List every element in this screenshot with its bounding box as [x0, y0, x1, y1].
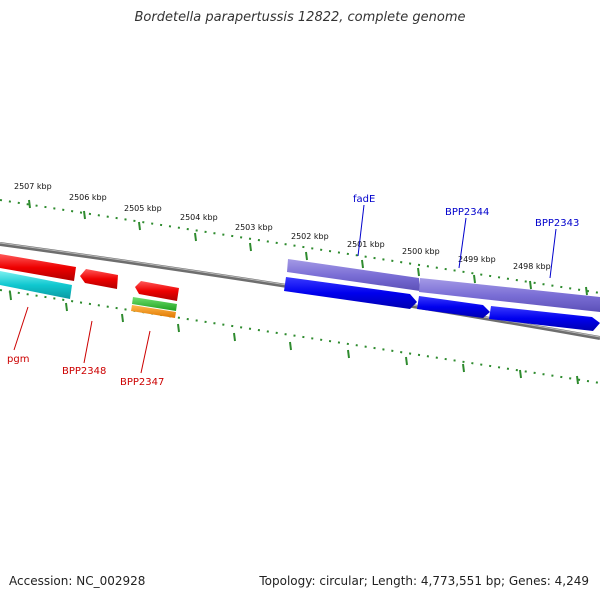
scale-label: 2499 kbp [458, 255, 496, 264]
scale-label: 2500 kbp [402, 247, 440, 256]
major-tick [519, 369, 522, 379]
major-tick [28, 199, 31, 209]
major-tick [417, 267, 420, 277]
gene-label-bpp2348[interactable]: BPP2348 [62, 366, 106, 377]
major-tick [194, 232, 197, 242]
gene-feature-fade[interactable] [284, 277, 417, 309]
major-tick [249, 242, 252, 252]
label-leaders [13, 204, 557, 374]
gene-label-bpp2343[interactable]: BPP2343 [535, 218, 579, 229]
reverse-genes [0, 254, 179, 318]
scale-label: 2501 kbp [347, 240, 385, 249]
lower-tick-track [0, 289, 600, 385]
scale-label: 2504 kbp [180, 213, 218, 222]
gene-feature-purple-band[interactable] [419, 278, 600, 312]
gene-feature-bpp2343[interactable] [489, 306, 600, 331]
major-tick [576, 375, 579, 385]
accession-text: Accession: NC_002928 [9, 574, 146, 588]
major-tick [361, 259, 364, 269]
major-tick [585, 286, 588, 296]
gene-feature-cyan[interactable] [0, 271, 72, 299]
scale-labels: 2507 kbp 2506 kbp 2505 kbp 2504 kbp 2503… [14, 182, 551, 271]
gene-feature-green[interactable] [132, 297, 177, 311]
gene-feature-orange[interactable] [131, 305, 176, 318]
major-tick [9, 291, 12, 301]
upper-tick-track [0, 199, 600, 296]
major-tick [121, 313, 124, 323]
major-tick [233, 332, 236, 342]
scale-label: 2498 kbp [513, 262, 551, 271]
gene-feature-fade-band[interactable] [287, 259, 420, 291]
map-title: Bordetella parapertussis 12822, complete… [134, 10, 466, 25]
gene-feature-bpp2348[interactable] [80, 269, 118, 289]
major-tick [473, 274, 476, 284]
major-tick [529, 280, 532, 290]
forward-genes [284, 259, 600, 331]
scale-label: 2503 kbp [235, 223, 273, 232]
gene-label-pgm[interactable]: pgm [7, 354, 29, 365]
major-tick [83, 210, 86, 220]
major-tick [138, 221, 141, 231]
gene-feature-bpp2344[interactable] [417, 296, 490, 318]
scale-label: 2507 kbp [14, 182, 52, 191]
major-tick [462, 363, 465, 373]
gene-label-fade[interactable]: fadE [353, 194, 375, 205]
major-tick [177, 323, 180, 333]
gene-feature-red[interactable] [0, 254, 76, 281]
major-tick [347, 349, 350, 359]
gene-label-bpp2344[interactable]: BPP2344 [445, 207, 489, 218]
gene-feature-bpp2347[interactable] [135, 281, 179, 301]
genome-summary-text: Topology: circular; Length: 4,773,551 bp… [259, 574, 589, 588]
scale-label: 2502 kbp [291, 232, 329, 241]
major-tick [65, 302, 68, 312]
gene-labels: fadE BPP2344 BPP2343 pgm BPP2348 BPP2347 [7, 194, 579, 388]
major-tick [305, 251, 308, 261]
scale-label: 2506 kbp [69, 193, 107, 202]
scale-label: 2505 kbp [124, 204, 162, 213]
major-tick [405, 356, 408, 366]
major-tick [289, 341, 292, 351]
gene-label-bpp2347[interactable]: BPP2347 [120, 377, 164, 388]
